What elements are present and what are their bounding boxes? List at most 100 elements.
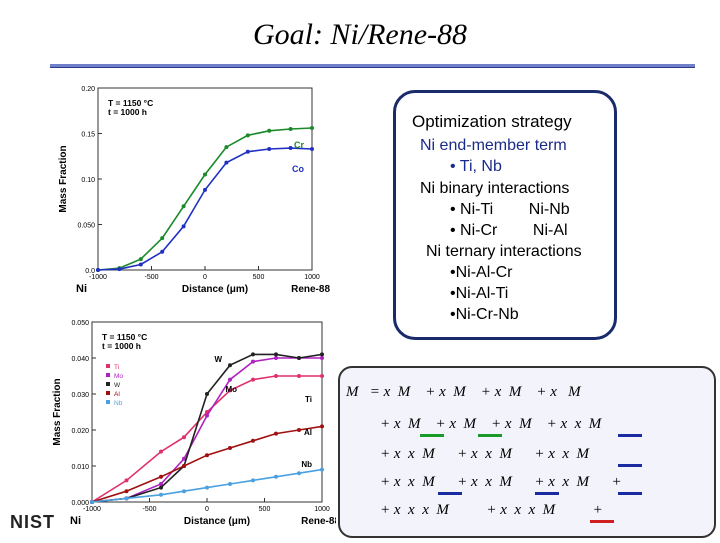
underline-mark (618, 434, 642, 437)
data-point-mo (228, 377, 232, 382)
underline-mark (618, 492, 642, 495)
data-point-ti (320, 374, 324, 378)
x-axis-label: Distance (μm) (182, 284, 248, 295)
equation-row: + x M + x M + x M + x x M (380, 416, 602, 432)
data-point-al (159, 474, 163, 479)
series-line-mo (91, 357, 322, 503)
strategy-line: Ni end-member term (420, 137, 567, 154)
data-point-w (205, 392, 209, 396)
underline-mark (420, 434, 444, 437)
data-point-al (320, 424, 324, 429)
data-point-nb (182, 489, 186, 494)
data-point-mo (159, 482, 163, 486)
data-point-w (251, 352, 255, 357)
strategy-line: Ni binary interactions (420, 180, 570, 197)
data-point-co (160, 249, 165, 254)
underline-mark (478, 434, 502, 437)
x-tick-label: 1000 (314, 506, 330, 513)
legend-swatch (106, 373, 110, 377)
data-point-mo (274, 356, 278, 360)
data-point-ti (159, 449, 163, 454)
data-point-nb (159, 492, 163, 497)
legend-swatch (106, 400, 110, 404)
data-point-w (297, 356, 301, 360)
x-tick-label: 0 (203, 274, 207, 281)
title-divider (50, 64, 695, 68)
series-line-nb (91, 468, 323, 503)
equation-row: M = x M + x M + x M + x M (346, 384, 581, 400)
temperature-annotation: T = 1150 °C (102, 332, 147, 342)
x-tick-label: 500 (259, 506, 271, 513)
data-point-co (181, 224, 186, 229)
data-point-mo (320, 356, 324, 360)
data-point-ti (228, 388, 232, 393)
equation-row: + x x x M + x x x M + (380, 502, 603, 518)
underline-mark (438, 492, 462, 495)
series-label-cr: Cr (294, 140, 304, 150)
x-tick-label: -500 (142, 506, 156, 513)
legend-label-w: W (114, 382, 121, 389)
data-point-cr (245, 133, 250, 138)
bottom-chart-svg: 0.000 0.010 0.020 0.030 0.040 0.050 -1000 -500 0… (52, 320, 340, 527)
data-point-w (228, 363, 232, 368)
y-tick-label: 0.050 (77, 223, 95, 230)
series-line-al (91, 425, 323, 503)
optimization-strategy-box: Optimization strategy Ni end-member term… (393, 90, 617, 340)
curve-label-nb: Nb (301, 460, 312, 469)
y-tick-label: 0.0 (85, 268, 95, 275)
y-tick-label: 0.030 (71, 392, 89, 399)
y-axis-label: Mass Fraction (58, 145, 69, 212)
y-axis-label: Mass Fraction (52, 378, 63, 445)
slide-title: Goal: Ni/Rene-88 (252, 18, 468, 51)
data-point-al (297, 428, 301, 432)
data-point-cr (160, 236, 165, 241)
time-annotation: t = 1000 h (108, 107, 147, 117)
data-point-w (159, 485, 163, 490)
data-point-ti (297, 374, 301, 378)
data-point-al (251, 438, 255, 443)
x-tick-label: -500 (144, 274, 158, 281)
data-point-al (274, 431, 278, 436)
data-point-al (205, 453, 209, 458)
y-tick-label: 0.20 (81, 86, 95, 93)
x-tick-label: 1000 (304, 274, 320, 281)
data-point-nb (228, 482, 232, 486)
data-point-ti (251, 377, 255, 382)
y-tick-label: 0.040 (71, 356, 89, 363)
nist-logo: NIST (10, 512, 56, 532)
series-label-co: Co (292, 164, 304, 174)
curve-label-w: W (214, 355, 222, 364)
data-point-nb (320, 467, 324, 472)
legend-swatch (106, 364, 110, 368)
curve-label-ti: Ti (305, 395, 312, 404)
underline-mark (618, 464, 642, 467)
data-point-co (288, 146, 293, 151)
data-point-mo (251, 359, 255, 364)
data-point-nb (124, 496, 129, 501)
data-point-w (320, 352, 324, 357)
data-point-cr (224, 145, 229, 150)
legend-swatch (106, 391, 110, 395)
data-point-co (245, 149, 250, 154)
x-end-label-right: Rene-88 (291, 284, 330, 295)
data-point-cr (181, 204, 186, 209)
bottom-chart: 0.000 0.010 0.020 0.030 0.040 0.050 -1000 -500 0… (46, 316, 340, 538)
underline-mark (535, 492, 559, 495)
data-point-cr (288, 126, 293, 131)
legend-label-mo: Mo (114, 373, 123, 380)
data-point-ti (182, 435, 186, 440)
x-tick-label: 0 (205, 506, 209, 513)
strategy-heading: Optimization strategy (412, 112, 572, 131)
time-annotation: t = 1000 h (102, 341, 141, 351)
legend-label-nb: Nb (114, 400, 123, 407)
data-point-nb (90, 500, 94, 504)
data-point-cr (138, 257, 143, 262)
series-line-ti (91, 375, 322, 503)
x-axis-label: Distance (μm) (184, 516, 250, 527)
data-point-co (267, 146, 272, 151)
y-tick-label: 0.15 (81, 132, 95, 139)
strategy-line: • Ni-Ti Ni-Nb (450, 201, 570, 218)
x-tick-label: -1000 (89, 274, 107, 281)
series-line-w (91, 353, 323, 503)
data-point-co (203, 187, 207, 192)
